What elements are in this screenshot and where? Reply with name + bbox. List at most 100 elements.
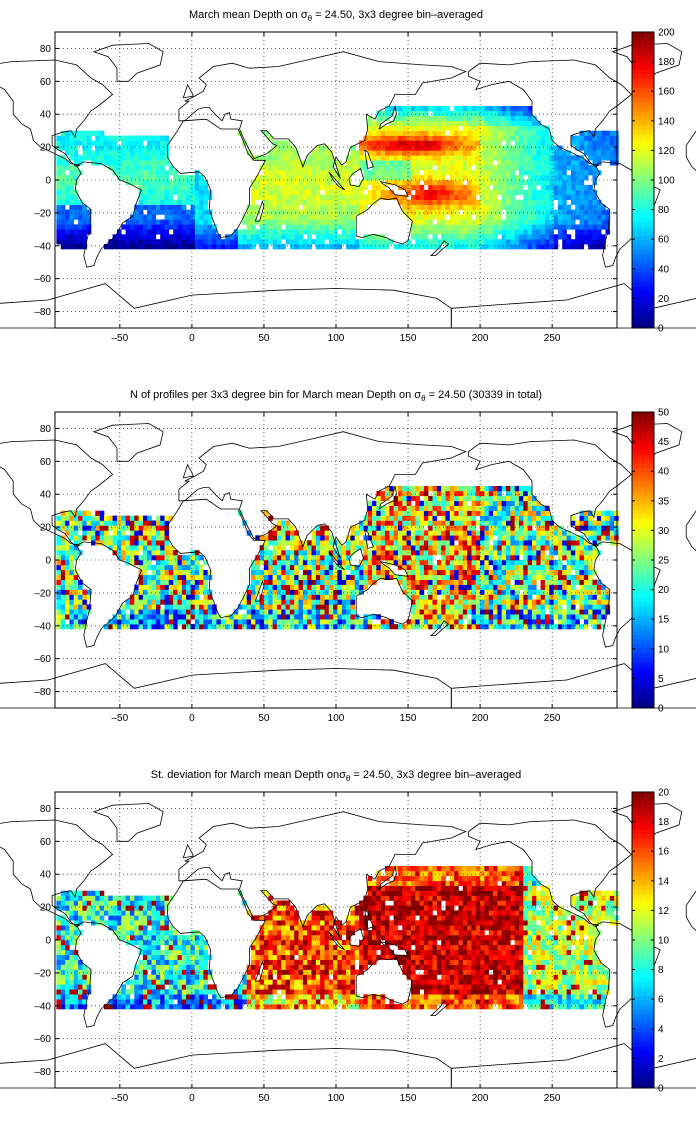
data-bin bbox=[337, 619, 342, 624]
data-bin bbox=[437, 506, 442, 511]
data-bin bbox=[580, 220, 585, 225]
data-bin bbox=[242, 614, 247, 619]
data-bin bbox=[346, 604, 351, 609]
data-bin bbox=[580, 215, 585, 220]
data-bin bbox=[143, 535, 148, 540]
data-bin bbox=[420, 234, 425, 239]
data-bin bbox=[407, 496, 412, 501]
data-bin bbox=[407, 146, 412, 151]
data-bin bbox=[493, 590, 498, 595]
data-bin bbox=[74, 609, 79, 614]
data-bin bbox=[156, 521, 161, 526]
colorbar-segment bbox=[632, 203, 654, 208]
data-bin bbox=[312, 609, 317, 614]
data-bin bbox=[299, 190, 304, 195]
data-bin bbox=[342, 239, 347, 244]
data-bin bbox=[437, 205, 442, 210]
data-bin bbox=[528, 229, 533, 234]
data-bin bbox=[515, 580, 520, 585]
data-bin bbox=[355, 535, 360, 540]
data-bin bbox=[65, 210, 70, 215]
data-bin bbox=[558, 215, 563, 220]
data-bin bbox=[476, 205, 481, 210]
data-bin bbox=[273, 229, 278, 234]
data-bin bbox=[484, 555, 489, 560]
data-bin bbox=[385, 126, 390, 131]
data-bin bbox=[562, 205, 567, 210]
data-bin bbox=[104, 535, 109, 540]
data-bin bbox=[260, 550, 265, 555]
data-bin bbox=[147, 516, 152, 521]
data-bin bbox=[437, 121, 442, 126]
data-bin bbox=[450, 600, 455, 605]
data-bin bbox=[281, 585, 286, 590]
data-bin bbox=[554, 220, 559, 225]
data-bin bbox=[446, 160, 451, 165]
data-bin bbox=[376, 526, 381, 531]
data-bin bbox=[264, 614, 269, 619]
data-bin bbox=[277, 190, 282, 195]
data-bin bbox=[493, 239, 498, 244]
data-bin bbox=[394, 545, 399, 550]
data-bin bbox=[454, 136, 459, 141]
data-bin bbox=[333, 210, 338, 215]
coastline-africa bbox=[686, 119, 696, 237]
colorbar-segment bbox=[632, 166, 654, 171]
data-bin bbox=[510, 150, 515, 155]
data-bin bbox=[273, 185, 278, 190]
data-bin bbox=[415, 200, 420, 205]
data-bin bbox=[545, 619, 550, 624]
data-bin bbox=[437, 126, 442, 131]
data-bin bbox=[294, 165, 299, 170]
colorbar-tick-label: 140 bbox=[658, 116, 675, 127]
data-bin bbox=[359, 540, 364, 545]
data-bin bbox=[260, 575, 265, 580]
data-bin bbox=[558, 185, 563, 190]
data-bin bbox=[502, 530, 507, 535]
data-bin bbox=[61, 175, 66, 180]
data-bin bbox=[307, 580, 312, 585]
data-bin bbox=[286, 575, 291, 580]
data-bin bbox=[407, 585, 412, 590]
data-bin bbox=[363, 580, 368, 585]
data-bin bbox=[191, 555, 196, 560]
data-bin bbox=[182, 600, 187, 605]
data-bin bbox=[519, 131, 524, 136]
data-bin bbox=[376, 535, 381, 540]
data-bin bbox=[601, 150, 606, 155]
data-bin bbox=[497, 614, 502, 619]
data-bin bbox=[229, 244, 234, 249]
data-bin bbox=[450, 239, 455, 244]
data-bin bbox=[497, 165, 502, 170]
data-bin bbox=[273, 604, 278, 609]
data-bin bbox=[359, 575, 364, 580]
data-bin bbox=[350, 165, 355, 170]
data-bin bbox=[476, 234, 481, 239]
data-bin bbox=[489, 234, 494, 239]
data-bin bbox=[402, 550, 407, 555]
data-bin bbox=[238, 234, 243, 239]
data-bin bbox=[329, 604, 334, 609]
data-bin bbox=[571, 535, 576, 540]
data-bin bbox=[247, 604, 252, 609]
data-bin bbox=[160, 614, 165, 619]
data-bin bbox=[212, 239, 217, 244]
data-bin bbox=[571, 200, 576, 205]
data-bin bbox=[165, 526, 170, 531]
data-bin bbox=[528, 215, 533, 220]
data-bin bbox=[450, 121, 455, 126]
data-bin bbox=[528, 205, 533, 210]
data-bin bbox=[139, 210, 144, 215]
data-bin bbox=[424, 609, 429, 614]
data-bin bbox=[147, 624, 152, 629]
data-bin bbox=[454, 185, 459, 190]
data-bin bbox=[381, 150, 386, 155]
data-bin bbox=[420, 111, 425, 116]
data-bin bbox=[312, 614, 317, 619]
data-bin bbox=[433, 619, 438, 624]
data-bin bbox=[277, 619, 282, 624]
data-bin bbox=[515, 244, 520, 249]
data-bin bbox=[497, 224, 502, 229]
data-bin bbox=[337, 244, 342, 249]
data-bin bbox=[294, 185, 299, 190]
